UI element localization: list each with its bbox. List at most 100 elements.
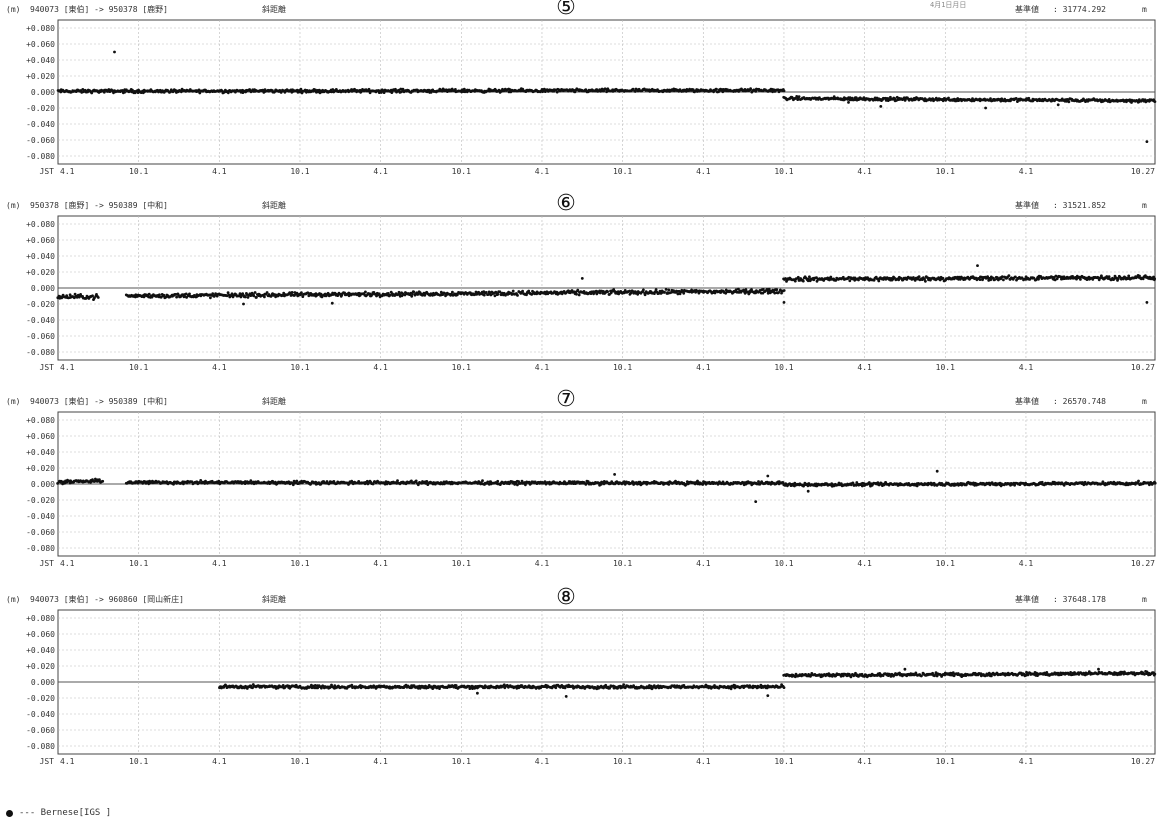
reference-label: 基準値 [1015,200,1039,210]
reference-label: 基準値 [1015,594,1039,604]
data-point [299,87,303,91]
series-bernese [56,264,1156,306]
y-tick-label: +0.080 [26,220,55,229]
data-point [416,292,420,296]
data-point [796,275,800,279]
data-point [1014,97,1018,100]
y-tick-label: -0.020 [26,300,55,309]
series-bernese [56,50,1157,144]
x-tick-label: 4.1 [60,757,75,766]
data-point [252,294,256,298]
y-tick-label: +0.080 [26,614,55,623]
reference-value: : 31521.852 [1053,201,1106,210]
data-point [654,288,658,292]
data-point [841,275,845,279]
data-point [454,684,458,687]
reference-unit: m [1142,5,1147,14]
data-point [158,293,161,297]
data-point [628,289,631,293]
data-point [253,291,257,294]
data-point-outlier [782,301,786,304]
baseline-label: 940073 [東伯] -> 950378 [鹿野] [30,4,168,14]
y-tick-label: -0.060 [26,136,55,145]
x-tick-label: 10.1 [774,559,793,568]
panel-number: ⑤ [556,0,576,20]
data-point [1002,278,1005,282]
x-tick-label: 10.1 [613,559,632,568]
data-point [576,288,580,292]
data-point [411,292,414,296]
series-bernese [218,667,1157,698]
data-point [541,89,545,93]
x-tick-label: 10.1 [936,559,955,568]
x-tick-label: 10.1 [936,167,955,176]
chart-panel-5: (m) 940073 [東伯] -> 950378 [鹿野] 斜距離 ⑤ 基準値: 31… [6,0,1157,176]
data-point [782,289,786,292]
unit-label: (m) [6,397,20,406]
data-point [609,291,613,295]
data-point [603,87,607,91]
x-tick-label: 4.1 [60,559,75,568]
data-point [1032,276,1036,280]
data-point [412,290,416,294]
reference-value: : 37648.178 [1053,595,1106,604]
data-point [808,275,811,279]
data-point [643,293,647,297]
data-point [460,90,464,94]
data-point [990,674,993,678]
data-point [676,292,680,296]
data-point [1127,274,1131,278]
data-point [642,288,645,292]
data-point [121,89,124,92]
data-point [1067,100,1071,104]
data-point [386,292,390,295]
data-point [663,290,666,294]
x-tick-label: 10.1 [129,757,148,766]
y-tick-label: +0.040 [26,448,55,457]
data-point [882,483,886,487]
y-tick-label: -0.080 [26,348,55,357]
data-point [1054,274,1058,278]
x-tick-label: 10.1 [290,757,309,766]
data-point [575,292,578,296]
data-point [563,686,567,690]
data-point [915,484,919,488]
data-point [917,275,921,278]
unit-label: (m) [6,595,20,604]
x-tick-label: 10.1 [774,167,793,176]
x-tick-label: 4.1 [696,167,711,176]
data-point [818,673,821,677]
x-tick-label: 10.27 [1131,363,1155,372]
x-tick-label: 4.1 [212,363,227,372]
x-tick-label: 4.1 [857,363,872,372]
data-point [744,288,748,292]
x-tick-label: 4.1 [1019,559,1034,568]
y-tick-label: -0.040 [26,120,55,129]
reference-unit: m [1142,397,1147,406]
x-axis-prefix: JST [40,167,55,176]
data-point [993,278,996,282]
x-tick-label: 10.1 [613,363,632,372]
data-point [554,686,558,690]
data-point [855,481,859,484]
x-tick-label: 4.1 [696,559,711,568]
x-axis-prefix: JST [40,559,55,568]
data-point [854,96,858,99]
data-point [636,292,640,296]
y-tick-label: -0.080 [26,544,55,553]
data-point-outlier [935,469,939,473]
data-point [989,97,992,101]
data-point [159,295,163,299]
data-point [330,90,333,94]
panel-number: ⑧ [556,585,576,610]
x-tick-label: 10.1 [452,167,471,176]
data-point [496,479,500,483]
data-point [364,290,367,294]
x-tick-label: 4.1 [1019,757,1034,766]
unit-label: (m) [6,201,20,210]
data-point [162,293,166,297]
data-point [516,294,519,297]
data-point [209,296,212,300]
x-tick-label: 4.1 [1019,167,1034,176]
